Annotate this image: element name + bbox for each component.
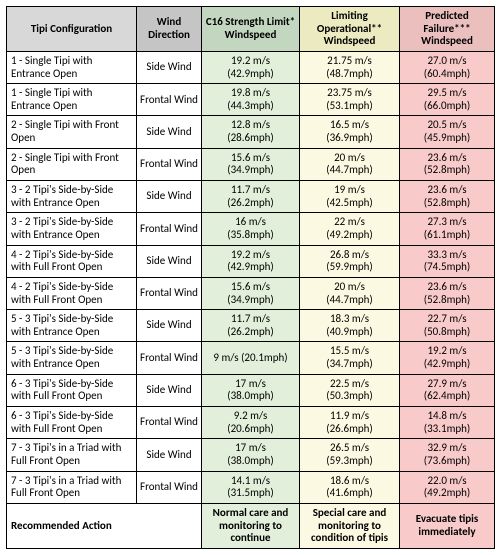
cell-wind: Side Wind	[137, 116, 202, 148]
cell-fail: 22.0 m/s(49.2mph)	[400, 471, 495, 503]
cell-fail: 19.2 m/s(42.9mph)	[400, 342, 495, 374]
cell-limit: 23.75 m/s(53.1mph)	[300, 84, 400, 116]
recommended-c16: Normal care and monitoring to continue	[202, 503, 300, 548]
recommended-fail: Evacuate tipis immediately	[400, 503, 495, 548]
cell-limit: 19 m/s(42.5mph)	[300, 181, 400, 213]
table-row: 1 - Single Tipi with Entrance OpenFronta…	[7, 84, 495, 116]
cell-fail: 27.0 m/s(60.4mph)	[400, 51, 495, 83]
cell-c16: 9.2 m/s(20.6mph)	[202, 407, 300, 439]
table-row: 7 - 3 Tipi's in a Triad with Full Front …	[7, 439, 495, 471]
table-row: 4 - 2 Tipi's Side-by-Side with Full Fron…	[7, 277, 495, 309]
cell-limit: 20 m/s(44.7mph)	[300, 148, 400, 180]
cell-fail: 27.3 m/s(61.1mph)	[400, 213, 495, 245]
table-row: 1 - Single Tipi with Entrance OpenSide W…	[7, 51, 495, 83]
table-row: 2 - Single Tipi with Front OpenSide Wind…	[7, 116, 495, 148]
windspeed-table: Tipi Configuration Wind Direction C16 St…	[6, 6, 495, 549]
cell-limit: 21.75 m/s(48.7mph)	[300, 51, 400, 83]
cell-c16: 14.1 m/s(31.5mph)	[202, 471, 300, 503]
table-row: 4 - 2 Tipi's Side-by-Side with Full Fron…	[7, 245, 495, 277]
cell-fail: 33.3 m/s(74.5mph)	[400, 245, 495, 277]
cell-limit: 22 m/s(49.2mph)	[300, 213, 400, 245]
cell-config: 7 - 3 Tipi's in a Triad with Full Front …	[7, 439, 137, 471]
cell-wind: Frontal Wind	[137, 148, 202, 180]
cell-limit: 26.5 m/s(59.3mph)	[300, 439, 400, 471]
cell-config: 4 - 2 Tipi's Side-by-Side with Full Fron…	[7, 245, 137, 277]
cell-config: 2 - Single Tipi with Front Open	[7, 116, 137, 148]
cell-c16: 15.6 m/s(34.9mph)	[202, 148, 300, 180]
cell-fail: 32.9 m/s(73.6mph)	[400, 439, 495, 471]
cell-fail: 22.7 m/s(50.8mph)	[400, 310, 495, 342]
cell-fail: 23.6 m/s(52.8mph)	[400, 148, 495, 180]
cell-fail: 23.6 m/s(52.8mph)	[400, 181, 495, 213]
header-c16: C16 Strength Limit* Windspeed	[202, 7, 300, 52]
table-row: 7 - 3 Tipi's in a Triad with Full Front …	[7, 471, 495, 503]
cell-limit: 11.9 m/s(26.6mph)	[300, 407, 400, 439]
cell-wind: Frontal Wind	[137, 471, 202, 503]
cell-c16: 11.7 m/s(26.2mph)	[202, 310, 300, 342]
cell-c16: 17 m/s(38.0mph)	[202, 374, 300, 406]
recommended-label: Recommended Action	[7, 503, 202, 548]
table-row: 3 - 2 Tipi's Side-by-Side with Entrance …	[7, 181, 495, 213]
table-row: 6 - 3 Tipi's Side-by-Side with Full Fron…	[7, 374, 495, 406]
cell-limit: 16.5 m/s(36.9mph)	[300, 116, 400, 148]
cell-wind: Side Wind	[137, 439, 202, 471]
header-fail: Predicted Failure*** Windspeed	[400, 7, 495, 52]
table-row: 6 - 3 Tipi's Side-by-Side with Full Fron…	[7, 407, 495, 439]
table-row: 5 - 3 Tipi's Side-by-Side with Entrance …	[7, 310, 495, 342]
cell-wind: Frontal Wind	[137, 277, 202, 309]
recommended-limit: Special care and monitoring to condition…	[300, 503, 400, 548]
cell-c16: 12.8 m/s(28.6mph)	[202, 116, 300, 148]
cell-config: 2 - Single Tipi with Front Open	[7, 148, 137, 180]
cell-fail: 29.5 m/s(66.0mph)	[400, 84, 495, 116]
table-row: 3 - 2 Tipi's Side-by-Side with Entrance …	[7, 213, 495, 245]
cell-wind: Frontal Wind	[137, 84, 202, 116]
cell-limit: 26.8 m/s(59.9mph)	[300, 245, 400, 277]
cell-wind: Side Wind	[137, 51, 202, 83]
table-header-row: Tipi Configuration Wind Direction C16 St…	[7, 7, 495, 52]
cell-c16: 17 m/s(38.0mph)	[202, 439, 300, 471]
cell-config: 7 - 3 Tipi's in a Triad with Full Front …	[7, 471, 137, 503]
header-config: Tipi Configuration	[7, 7, 137, 52]
cell-limit: 18.6 m/s(41.6mph)	[300, 471, 400, 503]
cell-config: 3 - 2 Tipi's Side-by-Side with Entrance …	[7, 181, 137, 213]
cell-c16: 16 m/s(35.8mph)	[202, 213, 300, 245]
cell-config: 3 - 2 Tipi's Side-by-Side with Entrance …	[7, 213, 137, 245]
cell-c16: 19.8 m/s(44.3mph)	[202, 84, 300, 116]
recommended-action-row: Recommended ActionNormal care and monito…	[7, 503, 495, 548]
cell-config: 6 - 3 Tipi's Side-by-Side with Full Fron…	[7, 407, 137, 439]
cell-fail: 14.8 m/s(33.1mph)	[400, 407, 495, 439]
cell-wind: Side Wind	[137, 310, 202, 342]
cell-fail: 20.5 m/s(45.9mph)	[400, 116, 495, 148]
cell-c16: 11.7 m/s(26.2mph)	[202, 181, 300, 213]
cell-c16: 9 m/s (20.1mph)	[202, 342, 300, 374]
cell-config: 5 - 3 Tipi's Side-by-Side with Entrance …	[7, 342, 137, 374]
cell-c16: 19.2 m/s(42.9mph)	[202, 51, 300, 83]
table-row: 5 - 3 Tipi's Side-by-Side with Entrance …	[7, 342, 495, 374]
cell-config: 5 - 3 Tipi's Side-by-Side with Entrance …	[7, 310, 137, 342]
header-limit: Limiting Operational** Windspeed	[300, 7, 400, 52]
cell-config: 1 - Single Tipi with Entrance Open	[7, 51, 137, 83]
cell-wind: Side Wind	[137, 374, 202, 406]
table-row: 2 - Single Tipi with Front OpenFrontal W…	[7, 148, 495, 180]
cell-limit: 15.5 m/s(34.7mph)	[300, 342, 400, 374]
cell-config: 1 - Single Tipi with Entrance Open	[7, 84, 137, 116]
header-wind: Wind Direction	[137, 7, 202, 52]
cell-limit: 20 m/s(44.7mph)	[300, 277, 400, 309]
cell-fail: 27.9 m/s(62.4mph)	[400, 374, 495, 406]
cell-config: 4 - 2 Tipi's Side-by-Side with Full Fron…	[7, 277, 137, 309]
cell-c16: 15.6 m/s(34.9mph)	[202, 277, 300, 309]
cell-wind: Frontal Wind	[137, 407, 202, 439]
cell-wind: Side Wind	[137, 181, 202, 213]
cell-config: 6 - 3 Tipi's Side-by-Side with Full Fron…	[7, 374, 137, 406]
cell-c16: 19.2 m/s(42.9mph)	[202, 245, 300, 277]
cell-limit: 22.5 m/s(50.3mph)	[300, 374, 400, 406]
cell-wind: Side Wind	[137, 245, 202, 277]
cell-fail: 23.6 m/s(52.8mph)	[400, 277, 495, 309]
cell-limit: 18.3 m/s(40.9mph)	[300, 310, 400, 342]
cell-wind: Frontal Wind	[137, 213, 202, 245]
cell-wind: Frontal Wind	[137, 342, 202, 374]
